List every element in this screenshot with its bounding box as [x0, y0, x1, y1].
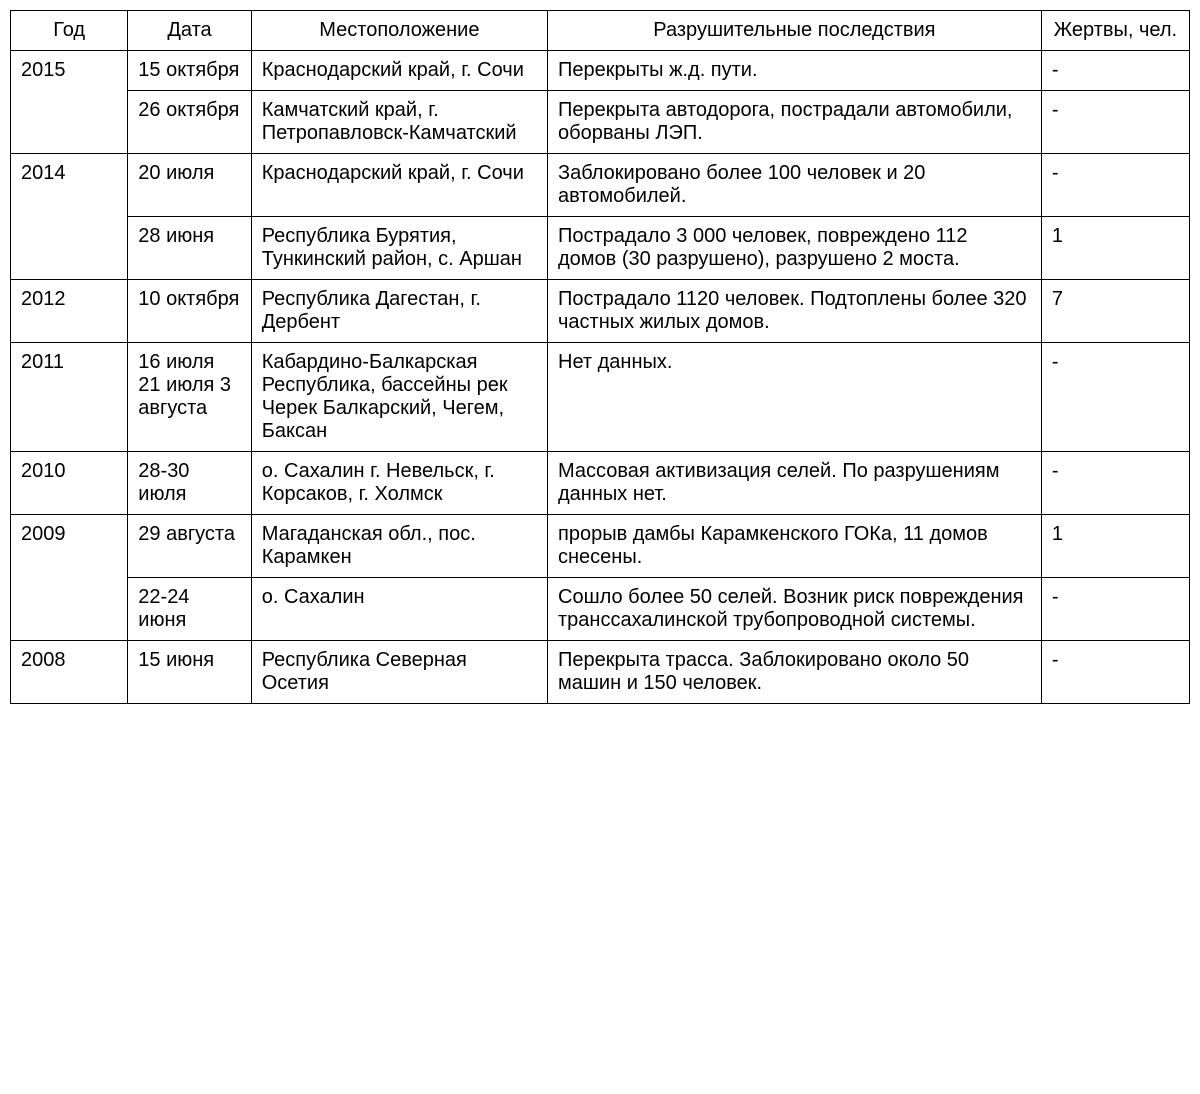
table-row: 201420 июляКраснодарский край, г. СочиЗа… — [11, 154, 1190, 217]
cell-consequences: Заблокировано более 100 человек и 20 авт… — [548, 154, 1042, 217]
cell-date: 22-24 июня — [128, 578, 251, 641]
table-row: 22-24 июняо. СахалинСошло более 50 селей… — [11, 578, 1190, 641]
cell-consequences: Пострадало 3 000 человек, повреждено 112… — [548, 217, 1042, 280]
cell-casualties: 1 — [1041, 515, 1189, 578]
table-header-row: Год Дата Местоположение Разрушительные п… — [11, 11, 1190, 51]
cell-year: 2015 — [11, 51, 128, 154]
cell-casualties: - — [1041, 154, 1189, 217]
cell-casualties: 7 — [1041, 280, 1189, 343]
table-row: 201515 октябряКраснодарский край, г. Соч… — [11, 51, 1190, 91]
col-header-date: Дата — [128, 11, 251, 51]
cell-date: 15 июня — [128, 641, 251, 704]
cell-date: 28 июня — [128, 217, 251, 280]
cell-year: 2010 — [11, 452, 128, 515]
cell-location: Кабардино-Балкарская Республика, бассейн… — [251, 343, 547, 452]
cell-location: Камчатский край, г. Петропавловск-Камчат… — [251, 91, 547, 154]
cell-date: 15 октября — [128, 51, 251, 91]
cell-date: 29 августа — [128, 515, 251, 578]
cell-date: 16 июля 21 июля 3 августа — [128, 343, 251, 452]
cell-casualties: - — [1041, 343, 1189, 452]
cell-consequences: Перекрыты ж.д. пути. — [548, 51, 1042, 91]
cell-year: 2014 — [11, 154, 128, 280]
cell-year: 2009 — [11, 515, 128, 641]
cell-casualties: - — [1041, 641, 1189, 704]
events-table: Год Дата Местоположение Разрушительные п… — [10, 10, 1190, 704]
cell-location: Республика Бурятия, Тункинский район, с.… — [251, 217, 547, 280]
cell-year: 2012 — [11, 280, 128, 343]
col-header-location: Местоположение — [251, 11, 547, 51]
cell-casualties: - — [1041, 452, 1189, 515]
cell-consequences: Массовая активизация селей. По разрушени… — [548, 452, 1042, 515]
cell-location: Республика Дагестан, г. Дербент — [251, 280, 547, 343]
cell-consequences: Сошло более 50 селей. Возник риск повреж… — [548, 578, 1042, 641]
cell-date: 20 июля — [128, 154, 251, 217]
col-header-casualties: Жертвы, чел. — [1041, 11, 1189, 51]
cell-location: о. Сахалин — [251, 578, 547, 641]
cell-consequences: Перекрыта трасса. Заблокировано около 50… — [548, 641, 1042, 704]
table-row: 26 октябряКамчатский край, г. Петропавло… — [11, 91, 1190, 154]
cell-casualties: - — [1041, 51, 1189, 91]
cell-date: 26 октября — [128, 91, 251, 154]
cell-location: о. Сахалин г. Невельск, г. Корсаков, г. … — [251, 452, 547, 515]
table-row: 28 июняРеспублика Бурятия, Тункинский ра… — [11, 217, 1190, 280]
cell-location: Магаданская обл., пос. Карамкен — [251, 515, 547, 578]
table-row: 201028-30 июляо. Сахалин г. Невельск, г.… — [11, 452, 1190, 515]
table-row: 201210 октябряРеспублика Дагестан, г. Де… — [11, 280, 1190, 343]
cell-casualties: - — [1041, 91, 1189, 154]
table-row: 200815 июняРеспублика Северная ОсетияПер… — [11, 641, 1190, 704]
cell-consequences: прорыв дамбы Карамкенского ГОКа, 11 домо… — [548, 515, 1042, 578]
cell-location: Республика Северная Осетия — [251, 641, 547, 704]
cell-date: 28-30 июля — [128, 452, 251, 515]
cell-year: 2011 — [11, 343, 128, 452]
cell-date: 10 октября — [128, 280, 251, 343]
cell-consequences: Перекрыта автодорога, пострадали автомоб… — [548, 91, 1042, 154]
cell-consequences: Пострадало 1120 человек. Подтоплены боле… — [548, 280, 1042, 343]
cell-location: Краснодарский край, г. Сочи — [251, 154, 547, 217]
table-row: 200929 августаМагаданская обл., пос. Кар… — [11, 515, 1190, 578]
col-header-year: Год — [11, 11, 128, 51]
table-row: 201116 июля 21 июля 3 августаКабардино-Б… — [11, 343, 1190, 452]
col-header-consequences: Разрушительные последствия — [548, 11, 1042, 51]
cell-year: 2008 — [11, 641, 128, 704]
cell-casualties: - — [1041, 578, 1189, 641]
cell-casualties: 1 — [1041, 217, 1189, 280]
cell-consequences: Нет данных. — [548, 343, 1042, 452]
cell-location: Краснодарский край, г. Сочи — [251, 51, 547, 91]
